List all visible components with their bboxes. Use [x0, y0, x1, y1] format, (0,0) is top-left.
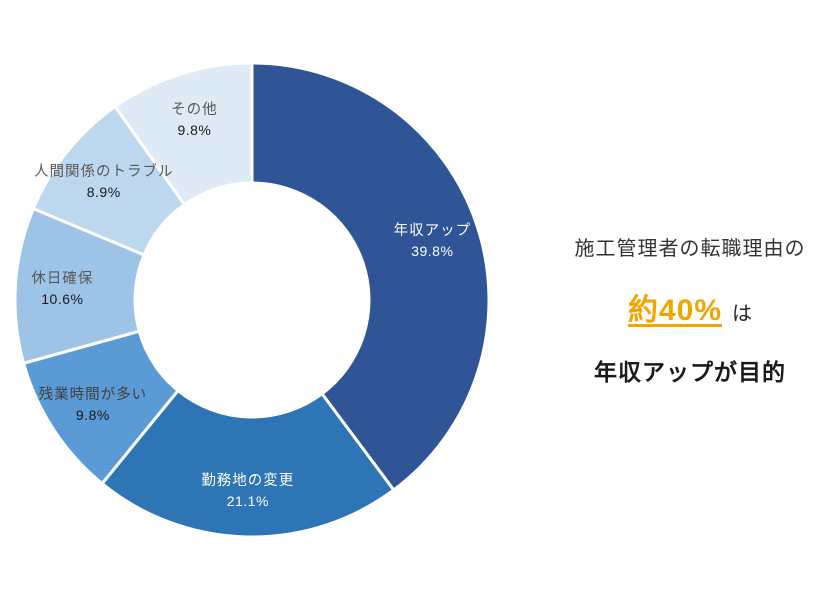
donut-chart: 年収アップ 39.8% 勤務地の変更 21.1% 残業時間が多い 9.8% 休日確保 10.6… — [13, 61, 491, 539]
annotation-particle: は — [732, 303, 753, 325]
annotation-line3-rest: が目的 — [714, 359, 786, 385]
segment-label-3: 休日確保 10.6% — [31, 270, 93, 307]
annotation-block: 施工管理者の転職理由の 約40% は 年収アップが目的 — [550, 232, 830, 387]
annotation-line3-bold: 年収アップ — [594, 359, 714, 385]
donut-chart-svg: 年収アップ 39.8% 勤務地の変更 21.1% 残業時間が多い 9.8% 休日確保 10.6… — [13, 61, 491, 539]
segment-label-2: 残業時間が多い 9.8% — [39, 386, 148, 423]
annotation-line3: 年収アップが目的 — [550, 353, 830, 387]
donut-segment-5 — [113, 61, 254, 206]
segment-label-1: 勤務地の変更 21.1% — [201, 472, 294, 509]
donut-segment-1 — [100, 389, 396, 539]
annotation-line2: 約40% は — [550, 285, 830, 329]
donut-segment-0 — [250, 61, 491, 492]
annotation-line1: 施工管理者の転職理由の — [574, 238, 806, 260]
highlight-percentage: 約40% — [627, 294, 723, 327]
segment-label-0: 年収アップ 39.8% — [394, 222, 472, 259]
segment-label-4: 人間関係のトラブル 8.9% — [34, 162, 174, 200]
segment-label-5: その他 9.8% — [171, 101, 218, 138]
